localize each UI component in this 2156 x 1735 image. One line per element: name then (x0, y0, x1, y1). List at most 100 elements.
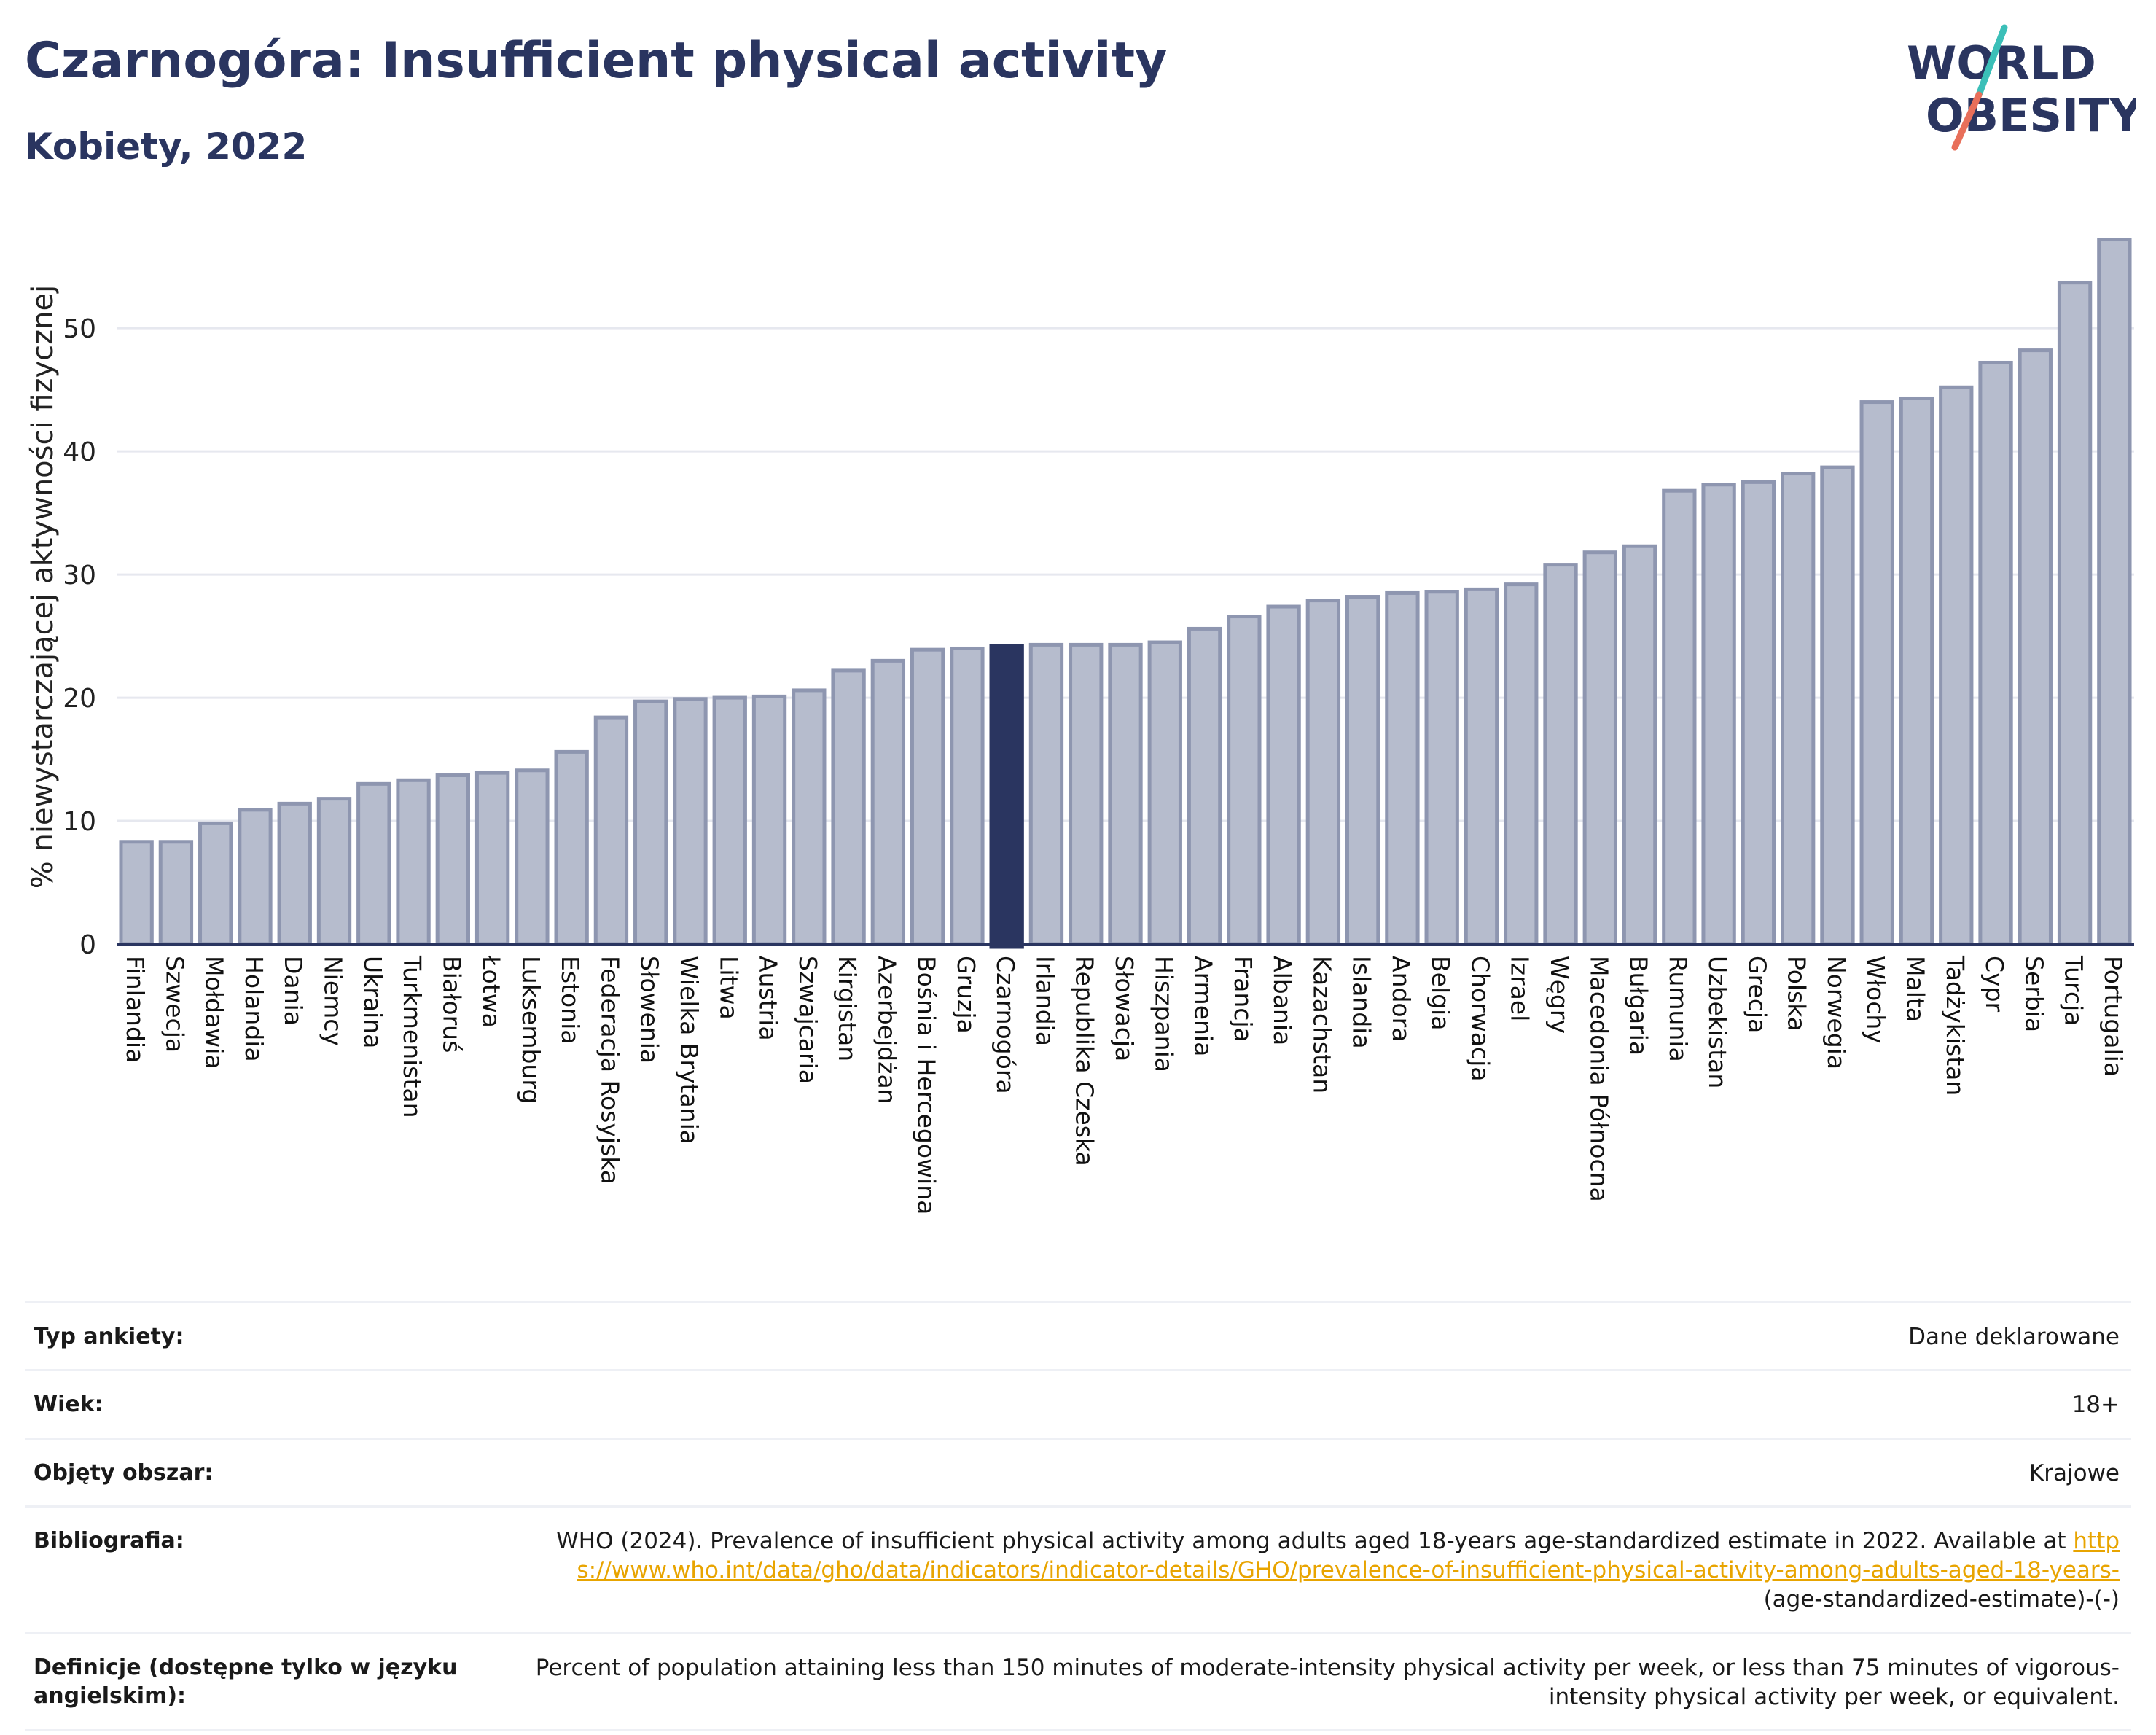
x-tick-label: Ukraina (359, 956, 387, 1048)
x-tick-label: Grecja (1743, 956, 1771, 1033)
bar (1108, 642, 1143, 946)
x-tick-label: Estonia (556, 956, 585, 1044)
chart-subtitle: Kobiety, 2022 (25, 125, 308, 168)
bar (2057, 281, 2093, 946)
logo-slash-coral (1951, 91, 1983, 151)
y-tick-label: 40 (63, 437, 96, 467)
x-tick-label: Rumunia (1664, 956, 1692, 1062)
meta-value: WHO (2024). Prevalence of insufficient p… (485, 1527, 2120, 1615)
metadata-table: Typ ankiety: Dane deklarowane Wiek: 18+ … (25, 1301, 2131, 1732)
x-tick-label: Litwa (714, 956, 743, 1020)
x-tick-label: Portugalia (2099, 956, 2128, 1077)
bar (910, 647, 945, 946)
meta-key: Bibliografia: (34, 1527, 184, 1553)
meta-key: Typ ankiety: (34, 1324, 184, 1349)
x-tick-label: Austria (754, 956, 783, 1041)
logo-word-obesity: OBESITY (1926, 89, 2136, 142)
bar (1859, 400, 1894, 946)
bar (198, 821, 233, 946)
x-tick-label: Czarnogóra (991, 956, 1020, 1094)
x-tick-label: Mołdawia (200, 956, 229, 1069)
meta-key: Wiek: (34, 1392, 103, 1418)
meta-value: Dane deklarowane (1908, 1324, 2120, 1350)
bar (1780, 472, 1816, 946)
bar (673, 697, 708, 946)
bar (515, 768, 550, 946)
x-tick-label: Słowacja (1110, 956, 1138, 1061)
x-tick-label: Azerbejdżan (872, 956, 901, 1104)
bar (158, 840, 194, 946)
x-tick-label: Tadżykistan (1941, 955, 1969, 1096)
bar (1266, 604, 1301, 946)
bar (751, 694, 787, 946)
x-tick-label: Turcja (2060, 955, 2088, 1026)
bar (277, 801, 312, 946)
x-tick-label: Gruzja (952, 956, 980, 1034)
bar (1227, 615, 1262, 946)
logo-slash-teal (1975, 24, 2008, 98)
x-tick-label: Finlandia (121, 956, 149, 1063)
bar (238, 808, 273, 946)
x-tick-label: Federacja Rosyjska (595, 956, 624, 1185)
meta-row-bibliography: Bibliografia: WHO (2024). Prevalence of … (25, 1505, 2131, 1632)
x-tick-label: Malta (1901, 956, 1929, 1022)
bar (1305, 599, 1341, 946)
x-tick-label: Republika Czeska (1071, 956, 1099, 1166)
bibliography-suffix: (age-standardized-estimate)-(-) (1763, 1586, 2120, 1613)
meta-value: 18+ (2071, 1392, 2120, 1419)
x-tick-label: Wielka Brytania (675, 956, 703, 1145)
bar (870, 658, 906, 946)
bar (316, 797, 352, 946)
x-tick-label: Bułgaria (1625, 956, 1653, 1056)
x-tick-label: Hiszpania (1149, 956, 1178, 1072)
bar (1978, 360, 2013, 946)
bar (1820, 465, 1855, 946)
meta-key: Definicje (dostępne tylko w języku angie… (34, 1654, 458, 1709)
bar (1701, 483, 1736, 946)
bar (950, 646, 985, 946)
y-axis-label: % niewystarczającej aktywności fizycznej (26, 285, 60, 889)
bar (831, 668, 866, 946)
x-tick-label: Belgia (1426, 956, 1455, 1030)
bar (119, 840, 154, 946)
x-tick-label: Włochy (1862, 956, 1890, 1044)
meta-value: Krajowe (2028, 1459, 2120, 1486)
x-tick-label: Cypr (1980, 956, 2009, 1013)
bar (1662, 488, 1697, 946)
x-tick-label: Serbia (2020, 956, 2048, 1032)
meta-row-coverage: Objęty obszar: Krajowe (25, 1437, 2131, 1505)
x-tick-label: Luksemburg (517, 956, 545, 1104)
bar (1464, 587, 1499, 946)
x-tick-label: Polska (1783, 956, 1811, 1032)
x-tick-label: Kazachstan (1308, 956, 1336, 1093)
bar (1069, 642, 1104, 946)
y-tick-label: 0 (79, 930, 96, 960)
x-tick-label: Chorwacja (1466, 956, 1494, 1081)
bar (2097, 238, 2132, 946)
bar (1939, 385, 1974, 946)
x-tick-label: Armenia (1190, 956, 1218, 1056)
bar-chart: 0 10 20 30 40 50% niewystarczającej aktywnośc… (26, 238, 2134, 1214)
x-tick-label: Szwecja (160, 956, 189, 1053)
x-tick-label: Bośnia i Hercegowina (913, 956, 941, 1214)
x-tick-label: Dania (279, 956, 308, 1026)
x-tick-label: Islandia (1348, 956, 1376, 1049)
bibliography-link[interactable]: https://www.who.int/data/gho/data/indica… (577, 1527, 2120, 1584)
bar (1899, 396, 1934, 946)
meta-key: Objęty obszar: (34, 1459, 214, 1486)
x-tick-label: Białoruś (437, 956, 466, 1053)
bar (1543, 563, 1578, 946)
meta-row-definition: Definicje (dostępne tylko w języku angie… (25, 1631, 2131, 1732)
bar (1622, 544, 1657, 946)
x-tick-label: Uzbekistan (1703, 956, 1732, 1088)
bar (1147, 640, 1182, 946)
bar-highlighted (989, 644, 1024, 949)
x-tick-label: Macedonia Północna (1585, 956, 1613, 1202)
bar (792, 688, 827, 946)
bar (1504, 582, 1539, 946)
x-tick-label: Węgry (1545, 956, 1574, 1034)
bar (554, 749, 589, 946)
x-tick-label: Andora (1387, 956, 1415, 1042)
bar (435, 773, 471, 946)
x-tick-label: Irlandia (1031, 956, 1059, 1046)
